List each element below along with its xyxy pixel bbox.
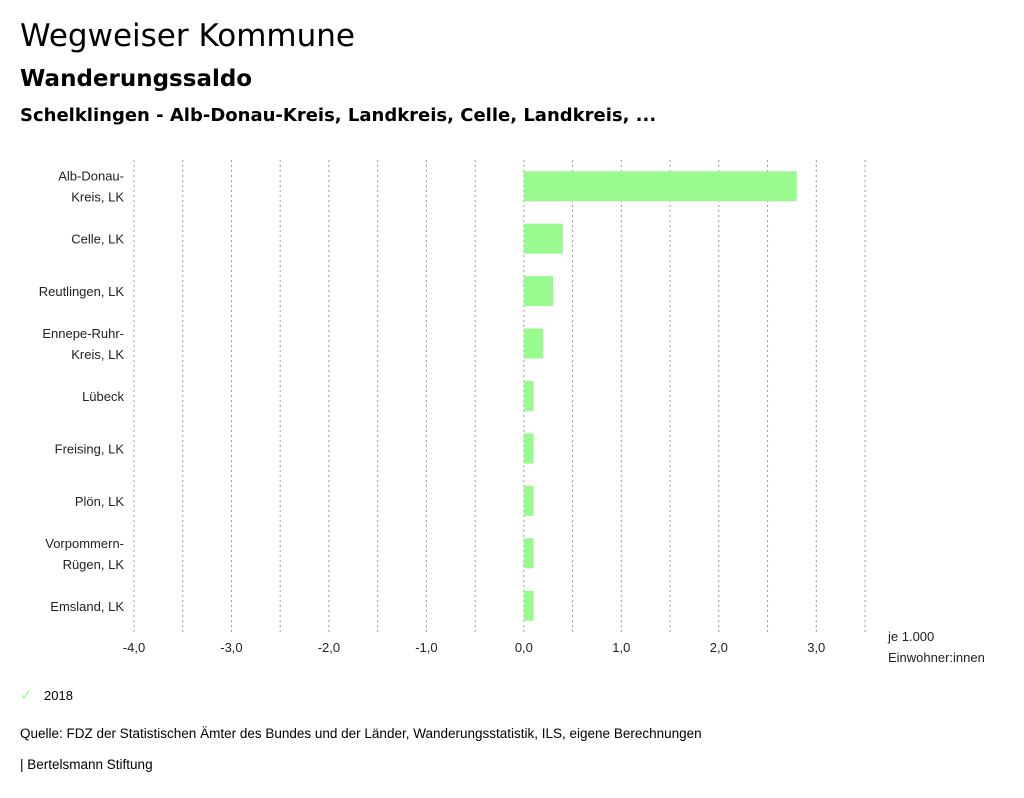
category-label: Vorpommern- Rügen, LK	[45, 536, 124, 572]
category-label-line: Celle, LK	[71, 232, 124, 247]
x-unit-label: je 1.000	[887, 629, 934, 644]
bar[interactable]	[523, 590, 534, 621]
bar[interactable]	[523, 538, 534, 569]
x-tick-label: 2,0	[710, 640, 728, 655]
region-selection[interactable]: Schelklingen - Alb-Donau-Kreis, Landkrei…	[20, 105, 657, 126]
category-label-line: Emsland, LK	[50, 599, 124, 614]
bar[interactable]	[523, 328, 544, 359]
category-label: Emsland, LK	[50, 599, 124, 614]
category-label: Lübeck	[82, 389, 124, 404]
category-label: Reutlingen, LK	[39, 284, 125, 299]
category-label-line: Kreis, LK	[71, 347, 124, 362]
brand-note: | Bertelsmann Stiftung	[20, 757, 153, 772]
category-label-line: Freising, LK	[55, 441, 125, 456]
x-tick-label: 0,0	[515, 640, 533, 655]
category-label: Freising, LK	[55, 441, 125, 456]
x-tick-label: 3,0	[807, 640, 825, 655]
category-label-line: Reutlingen, LK	[39, 284, 125, 299]
category-label: Plön, LK	[75, 494, 124, 509]
bar[interactable]	[523, 171, 797, 202]
category-label-line: Alb-Donau-	[58, 169, 124, 184]
x-tick-label: 1,0	[612, 640, 630, 655]
source-note: Quelle: FDZ der Statistischen Ämter des …	[20, 726, 702, 741]
category-label: Alb-Donau- Kreis, LK	[58, 169, 124, 205]
category-label: Celle, LK	[71, 232, 124, 247]
x-tick-label: -4,0	[123, 640, 145, 655]
category-label-line: Lübeck	[82, 389, 124, 404]
chart-title: Wegweiser Kommune	[20, 18, 355, 54]
category-label-line: Rügen, LK	[63, 557, 125, 572]
bar[interactable]	[523, 381, 534, 411]
x-unit-label: Einwohner:innen	[888, 650, 985, 665]
bar[interactable]	[523, 223, 563, 254]
category-label-line: Kreis, LK	[71, 190, 124, 205]
x-tick-label: -2,0	[318, 640, 340, 655]
bar[interactable]	[523, 485, 534, 516]
bar[interactable]	[523, 433, 534, 464]
chart-subtitle: Wanderungssaldo	[20, 66, 253, 92]
check-icon: ✓	[20, 687, 33, 704]
category-label-line: Ennepe-Ruhr-	[42, 326, 124, 341]
category-label-line: Vorpommern-	[45, 536, 124, 551]
category-label-line: Plön, LK	[75, 494, 124, 509]
legend-item-2018[interactable]: ✓ 2018	[20, 686, 73, 704]
category-label: Ennepe-Ruhr- Kreis, LK	[42, 326, 124, 362]
x-tick-label: -3,0	[220, 640, 242, 655]
bar[interactable]	[523, 276, 554, 307]
x-tick-label: -1,0	[415, 640, 437, 655]
legend-label: 2018	[44, 687, 73, 703]
